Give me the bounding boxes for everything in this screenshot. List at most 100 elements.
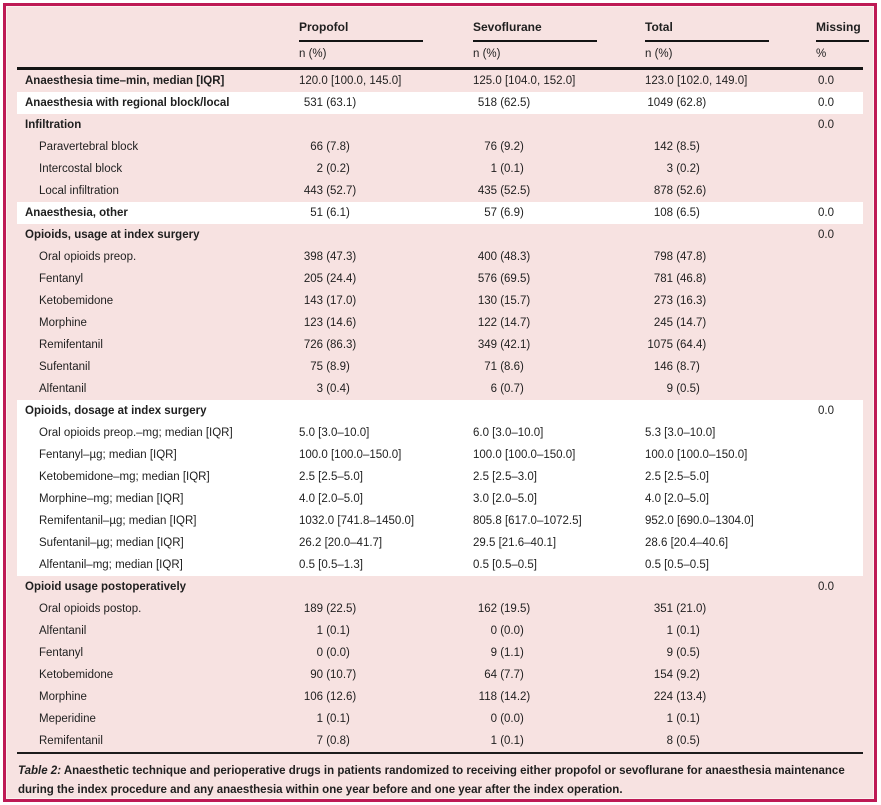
cell-count: 3 <box>666 163 673 175</box>
cell-total: 9 (0.5) <box>645 647 816 659</box>
cell-total: 781 (46.8) <box>645 273 816 285</box>
header-title-row: Propofol Sevoflurane Total Missing <box>17 20 869 42</box>
cell-propofol: 120.0 [100.0, 145.0] <box>299 75 402 87</box>
row-label: Sufentanil–µg; median [IQR] <box>39 537 184 549</box>
col-header-total: Total <box>645 20 816 42</box>
row-label: Fentanyl <box>39 273 84 285</box>
row-label: Local infiltration <box>39 185 119 197</box>
cell-total: 0.5 [0.5–0.5] <box>645 559 709 571</box>
table-row: Infiltration 0.0 <box>17 114 863 136</box>
table-row: Remifentanil 726 (86.3) 349 (42.1) 1075 (64… <box>17 334 863 356</box>
table-row: Morphine 123 (14.6) 122 (14.7) 245 (14.7) <box>17 312 863 334</box>
cell-count: 798 <box>653 251 673 263</box>
cell-propofol: 2.5 [2.5–5.0] <box>299 471 363 483</box>
cell-count: 1 <box>666 625 673 637</box>
table-row: Paravertebral block 66 (7.8) 76 (9.2) 142 (… <box>17 136 863 158</box>
table-row: Anaesthesia, other 51 (6.1) 57 (6.9) 108 (6… <box>17 202 863 224</box>
cell-missing: 0.0 <box>818 405 834 417</box>
table-row: Alfentanil–mg; median [IQR] 0.5 [0.5–1.3]… <box>17 554 863 576</box>
cell-count: 349 <box>477 339 497 351</box>
cell-total: 9 (0.5) <box>645 383 816 395</box>
cell-count: 781 <box>653 273 673 285</box>
row-label: Sufentanil <box>39 361 91 373</box>
table-row: Remifentanil–µg; median [IQR] 1032.0 [741… <box>17 510 863 532</box>
cell-total: 952.0 [690.0–1304.0] <box>645 515 754 527</box>
cell-propofol: 205 (24.4) <box>299 273 473 285</box>
cell-sevoflurane: 518 (62.5) <box>473 97 645 109</box>
cell-sevoflurane: 100.0 [100.0–150.0] <box>473 449 576 461</box>
cell-sevoflurane: 2.5 [2.5–3.0] <box>473 471 537 483</box>
row-label: Intercostal block <box>39 163 123 175</box>
cell-count: 51 <box>310 207 323 219</box>
cell-propofol: 1032.0 [741.8–1450.0] <box>299 515 415 527</box>
cell-count: 142 <box>653 141 673 153</box>
row-label: Anaesthesia, other <box>25 207 128 219</box>
table-row: Oral opioids preop.–mg; median [IQR] 5.0 … <box>17 422 863 444</box>
cell-count: 1075 <box>647 339 673 351</box>
cell-sevoflurane: 118 (14.2) <box>473 691 645 703</box>
table-row: Fentanyl 0 (0.0) 9 (1.1) 9 (0.5) <box>17 642 863 664</box>
subheader-spacer <box>17 48 299 61</box>
cell-total: 100.0 [100.0–150.0] <box>645 449 748 461</box>
row-label: Infiltration <box>25 119 82 131</box>
table-row: Opioid usage postoperatively 0.0 <box>17 576 863 598</box>
cell-sevoflurane: 1 (0.1) <box>473 163 645 175</box>
table-body: Anaesthesia time–min, median [IQR] 120.0 … <box>17 70 863 752</box>
table-row: Meperidine 1 (0.1) 0 (0.0) 1 (0.1) <box>17 708 863 730</box>
cell-propofol: 4.0 [2.0–5.0] <box>299 493 363 505</box>
cell-count: 400 <box>477 251 497 263</box>
cell-missing: 0.0 <box>818 207 834 219</box>
cell-count: 108 <box>653 207 673 219</box>
table-row: Fentanyl–µg; median [IQR] 100.0 [100.0–15… <box>17 444 863 466</box>
table-row: Anaesthesia with regional block/local 531… <box>17 92 863 114</box>
cell-propofol: 100.0 [100.0–150.0] <box>299 449 402 461</box>
cell-missing: 0.0 <box>818 119 834 131</box>
cell-count: 576 <box>477 273 497 285</box>
table-row: Alfentanil 3 (0.4) 6 (0.7) 9 (0.5) <box>17 378 863 400</box>
cell-count: 245 <box>653 317 673 329</box>
cell-total: 8 (0.5) <box>645 735 816 747</box>
row-label: Alfentanil <box>39 383 87 395</box>
row-label: Paravertebral block <box>39 141 139 153</box>
cell-propofol: 5.0 [3.0–10.0] <box>299 427 370 439</box>
caption-label: Table 2: <box>18 765 62 777</box>
table-row: Morphine–mg; median [IQR] 4.0 [2.0–5.0] 3.… <box>17 488 863 510</box>
row-label: Anaesthesia with regional block/local <box>25 97 230 109</box>
cell-count: 57 <box>484 207 497 219</box>
table-row: Ketobemidone–mg; median [IQR] 2.5 [2.5–5.… <box>17 466 863 488</box>
cell-total: 1 (0.1) <box>645 625 816 637</box>
cell-count: 273 <box>653 295 673 307</box>
header-subtitle-row: n (%) n (%) n (%) % <box>17 42 863 67</box>
cell-total: 2.5 [2.5–5.0] <box>645 471 709 483</box>
cell-sevoflurane: 162 (19.5) <box>473 603 645 615</box>
cell-propofol: 1 (0.1) <box>299 713 473 725</box>
caption-body: Anaesthetic technique and perioperative … <box>18 765 845 796</box>
row-label: Ketobemidone <box>39 295 114 307</box>
cell-count: 162 <box>477 603 497 615</box>
subheader-missing: % <box>816 48 827 60</box>
cell-count: 1 <box>490 735 497 747</box>
cell-sevoflurane: 29.5 [21.6–40.1] <box>473 537 557 549</box>
table-row: Remifentanil 7 (0.8) 1 (0.1) 8 (0.5) <box>17 730 863 752</box>
cell-count: 9 <box>666 383 673 395</box>
cell-missing: 0.0 <box>818 581 834 593</box>
cell-total: 123.0 [102.0, 149.0] <box>645 75 748 87</box>
cell-total: 3 (0.2) <box>645 163 816 175</box>
row-label: Anaesthesia time–min, median [IQR] <box>25 75 225 87</box>
col-header-sevoflurane: Sevoflurane <box>473 20 645 42</box>
cell-count: 189 <box>303 603 323 615</box>
cell-count: 3 <box>316 383 323 395</box>
subheader-total: n (%) <box>645 48 673 60</box>
table-row: Ketobemidone 90 (10.7) 64 (7.7) 154 (9.2) <box>17 664 863 686</box>
cell-count: 0 <box>490 625 497 637</box>
cell-total: 245 (14.7) <box>645 317 816 329</box>
cell-propofol: 531 (63.1) <box>299 97 473 109</box>
cell-propofol: 123 (14.6) <box>299 317 473 329</box>
cell-missing: 0.0 <box>818 75 834 87</box>
col-header-propofol: Propofol <box>299 20 473 42</box>
cell-propofol: 66 (7.8) <box>299 141 473 153</box>
table-row: Sufentanil 75 (8.9) 71 (8.6) 146 (8.7) <box>17 356 863 378</box>
cell-total: 273 (16.3) <box>645 295 816 307</box>
cell-propofol: 75 (8.9) <box>299 361 473 373</box>
cell-total: 142 (8.5) <box>645 141 816 153</box>
